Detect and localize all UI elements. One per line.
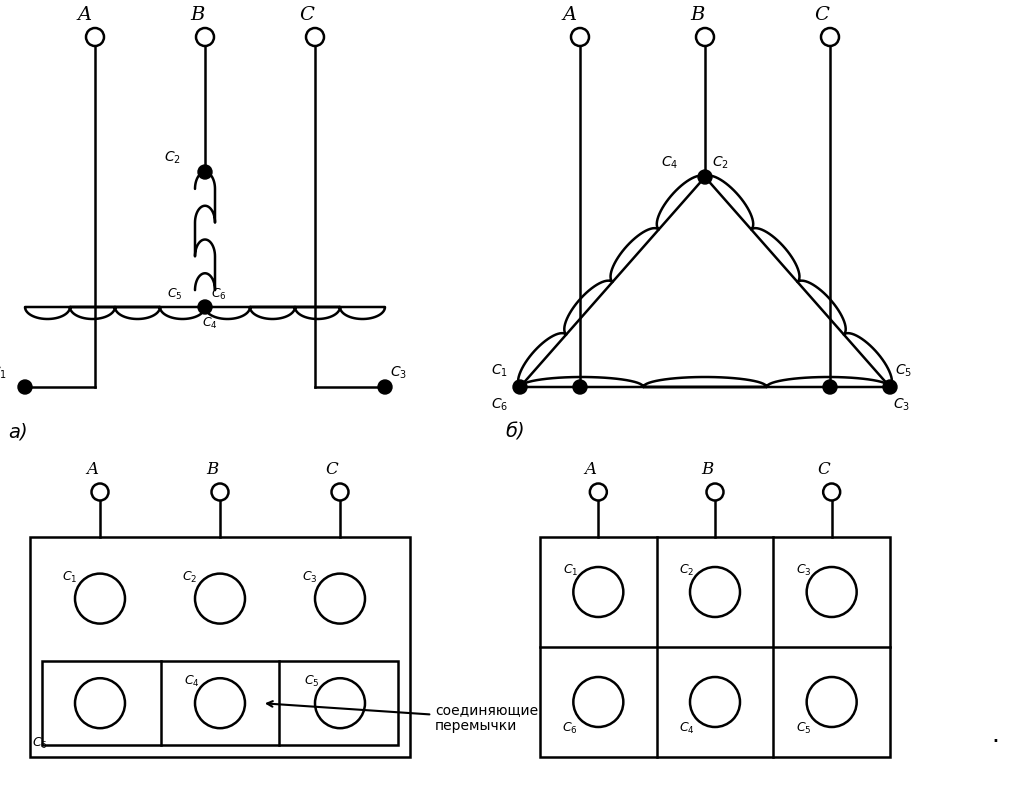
Text: а): а) xyxy=(8,422,28,441)
Text: B: B xyxy=(700,461,713,478)
Text: $C_2$: $C_2$ xyxy=(712,155,729,171)
Text: $C_1$: $C_1$ xyxy=(562,563,579,578)
Text: $C_4$: $C_4$ xyxy=(184,674,200,689)
Circle shape xyxy=(198,165,212,179)
Text: $C_6$: $C_6$ xyxy=(32,736,48,751)
Text: C: C xyxy=(326,461,338,478)
Text: B: B xyxy=(690,6,705,24)
Text: $C_3$: $C_3$ xyxy=(390,365,408,382)
Text: C: C xyxy=(300,6,314,24)
Circle shape xyxy=(198,300,212,314)
Text: B: B xyxy=(206,461,218,478)
Text: $C_2$: $C_2$ xyxy=(164,150,180,166)
Text: A: A xyxy=(585,461,596,478)
Text: б): б) xyxy=(505,422,524,441)
Text: $C_4$: $C_4$ xyxy=(202,316,218,331)
Text: $C_6$: $C_6$ xyxy=(562,721,579,736)
Text: $C_2$: $C_2$ xyxy=(182,569,198,584)
Text: C: C xyxy=(814,6,829,24)
Text: $C_2$: $C_2$ xyxy=(679,563,694,578)
Text: $C_6$: $C_6$ xyxy=(490,397,508,413)
Circle shape xyxy=(18,380,32,394)
Circle shape xyxy=(883,380,897,394)
Text: $C_3$: $C_3$ xyxy=(893,397,910,413)
Text: B: B xyxy=(189,6,204,24)
Circle shape xyxy=(823,380,837,394)
Circle shape xyxy=(698,170,712,184)
Circle shape xyxy=(378,380,392,394)
Text: $C_4$: $C_4$ xyxy=(662,155,679,171)
Text: $C_1$: $C_1$ xyxy=(62,569,78,584)
Text: $C_1$: $C_1$ xyxy=(0,365,7,382)
Text: $C_5$: $C_5$ xyxy=(304,674,319,689)
Circle shape xyxy=(573,380,587,394)
Text: $C_1$: $C_1$ xyxy=(492,363,508,379)
Bar xyxy=(42,661,398,745)
Text: $C_5$: $C_5$ xyxy=(895,363,912,379)
Text: A: A xyxy=(563,6,578,24)
Text: $C_6$: $C_6$ xyxy=(211,287,226,302)
Bar xyxy=(30,537,410,757)
Text: A: A xyxy=(78,6,92,24)
Text: .: . xyxy=(991,723,999,747)
Text: $C_5$: $C_5$ xyxy=(796,721,811,736)
Text: соединяющие
перемычки: соединяющие перемычки xyxy=(267,701,539,733)
Text: $C_3$: $C_3$ xyxy=(302,569,317,584)
Text: $C_3$: $C_3$ xyxy=(796,563,811,578)
Text: C: C xyxy=(817,461,830,478)
Circle shape xyxy=(513,380,527,394)
Bar xyxy=(540,537,890,757)
Text: A: A xyxy=(86,461,98,478)
Text: $C_5$: $C_5$ xyxy=(167,287,182,302)
Text: $C_4$: $C_4$ xyxy=(679,721,695,736)
